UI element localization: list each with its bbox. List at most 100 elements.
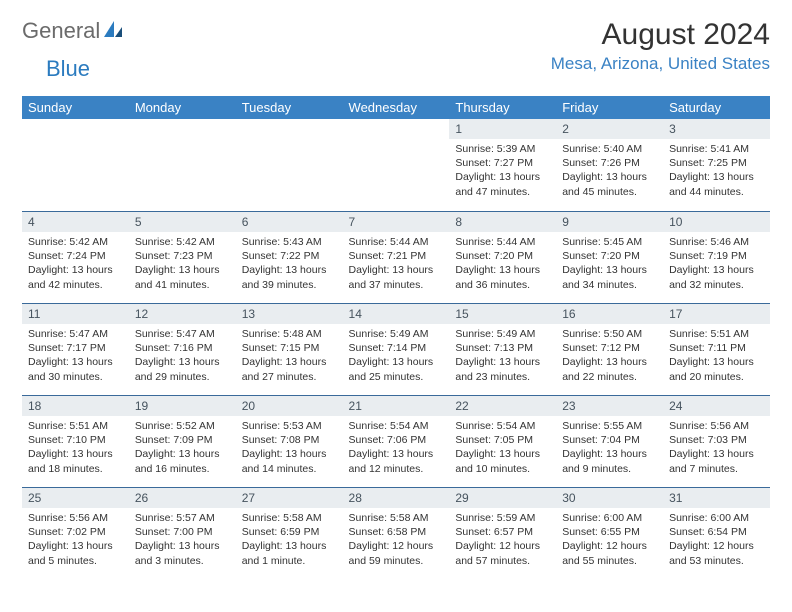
day-body: Sunrise: 5:52 AMSunset: 7:09 PMDaylight:… <box>129 416 236 481</box>
day-line-sr: Sunrise: 5:56 AM <box>28 511 123 525</box>
day-line-d1: Daylight: 13 hours <box>669 447 764 461</box>
day-line-d2: and 41 minutes. <box>135 278 230 292</box>
day-number: 13 <box>236 303 343 324</box>
day-line-d2: and 9 minutes. <box>562 462 657 476</box>
day-line-ss: Sunset: 7:16 PM <box>135 341 230 355</box>
day-line-ss: Sunset: 7:10 PM <box>28 433 123 447</box>
calendar-cell: 17Sunrise: 5:51 AMSunset: 7:11 PMDayligh… <box>663 303 770 395</box>
day-line-sr: Sunrise: 5:46 AM <box>669 235 764 249</box>
day-body: Sunrise: 5:44 AMSunset: 7:21 PMDaylight:… <box>343 232 450 297</box>
calendar-cell: 23Sunrise: 5:55 AMSunset: 7:04 PMDayligh… <box>556 395 663 487</box>
weekday-header: Sunday <box>22 96 129 119</box>
day-number: 15 <box>449 303 556 324</box>
day-number: 23 <box>556 395 663 416</box>
day-body: Sunrise: 6:00 AMSunset: 6:54 PMDaylight:… <box>663 508 770 573</box>
location: Mesa, Arizona, United States <box>551 54 770 74</box>
day-number: 31 <box>663 487 770 508</box>
day-number: 16 <box>556 303 663 324</box>
day-line-d2: and 22 minutes. <box>562 370 657 384</box>
day-line-d2: and 7 minutes. <box>669 462 764 476</box>
day-line-ss: Sunset: 7:25 PM <box>669 156 764 170</box>
calendar-cell: 12Sunrise: 5:47 AMSunset: 7:16 PMDayligh… <box>129 303 236 395</box>
day-number: 24 <box>663 395 770 416</box>
calendar-cell: 6Sunrise: 5:43 AMSunset: 7:22 PMDaylight… <box>236 211 343 303</box>
weekday-header: Friday <box>556 96 663 119</box>
day-body: Sunrise: 5:51 AMSunset: 7:11 PMDaylight:… <box>663 324 770 389</box>
day-line-d1: Daylight: 12 hours <box>562 539 657 553</box>
day-line-sr: Sunrise: 5:44 AM <box>455 235 550 249</box>
day-line-sr: Sunrise: 5:41 AM <box>669 142 764 156</box>
day-line-ss: Sunset: 7:02 PM <box>28 525 123 539</box>
day-number: 30 <box>556 487 663 508</box>
day-body: Sunrise: 5:55 AMSunset: 7:04 PMDaylight:… <box>556 416 663 481</box>
day-line-ss: Sunset: 7:09 PM <box>135 433 230 447</box>
day-line-sr: Sunrise: 5:39 AM <box>455 142 550 156</box>
day-body: Sunrise: 5:43 AMSunset: 7:22 PMDaylight:… <box>236 232 343 297</box>
day-line-d1: Daylight: 13 hours <box>349 447 444 461</box>
day-line-d1: Daylight: 12 hours <box>455 539 550 553</box>
day-line-ss: Sunset: 7:20 PM <box>455 249 550 263</box>
day-line-sr: Sunrise: 5:50 AM <box>562 327 657 341</box>
day-body: Sunrise: 5:47 AMSunset: 7:17 PMDaylight:… <box>22 324 129 389</box>
day-number: 7 <box>343 211 450 232</box>
day-line-d1: Daylight: 13 hours <box>562 355 657 369</box>
day-body: Sunrise: 5:44 AMSunset: 7:20 PMDaylight:… <box>449 232 556 297</box>
day-line-sr: Sunrise: 5:48 AM <box>242 327 337 341</box>
day-line-ss: Sunset: 7:11 PM <box>669 341 764 355</box>
day-line-ss: Sunset: 7:12 PM <box>562 341 657 355</box>
day-number: 2 <box>556 119 663 139</box>
day-body: Sunrise: 5:39 AMSunset: 7:27 PMDaylight:… <box>449 139 556 204</box>
day-line-d2: and 27 minutes. <box>242 370 337 384</box>
day-line-d1: Daylight: 13 hours <box>28 263 123 277</box>
day-line-sr: Sunrise: 5:54 AM <box>455 419 550 433</box>
day-line-d1: Daylight: 13 hours <box>455 355 550 369</box>
day-line-d2: and 16 minutes. <box>135 462 230 476</box>
day-body: Sunrise: 6:00 AMSunset: 6:55 PMDaylight:… <box>556 508 663 573</box>
calendar-cell <box>343 119 450 211</box>
day-line-d1: Daylight: 13 hours <box>349 355 444 369</box>
day-number: 28 <box>343 487 450 508</box>
day-number: 6 <box>236 211 343 232</box>
day-line-d2: and 39 minutes. <box>242 278 337 292</box>
day-line-d1: Daylight: 13 hours <box>135 263 230 277</box>
day-line-sr: Sunrise: 5:49 AM <box>349 327 444 341</box>
calendar-cell: 27Sunrise: 5:58 AMSunset: 6:59 PMDayligh… <box>236 487 343 579</box>
day-body: Sunrise: 5:42 AMSunset: 7:24 PMDaylight:… <box>22 232 129 297</box>
calendar-cell: 16Sunrise: 5:50 AMSunset: 7:12 PMDayligh… <box>556 303 663 395</box>
day-line-ss: Sunset: 7:15 PM <box>242 341 337 355</box>
day-line-sr: Sunrise: 5:58 AM <box>349 511 444 525</box>
day-number: 22 <box>449 395 556 416</box>
day-line-d2: and 25 minutes. <box>349 370 444 384</box>
day-line-d1: Daylight: 13 hours <box>135 355 230 369</box>
day-number: 3 <box>663 119 770 139</box>
calendar-cell: 26Sunrise: 5:57 AMSunset: 7:00 PMDayligh… <box>129 487 236 579</box>
day-line-ss: Sunset: 7:00 PM <box>135 525 230 539</box>
day-body: Sunrise: 5:57 AMSunset: 7:00 PMDaylight:… <box>129 508 236 573</box>
logo-text-blue: Blue <box>46 56 90 82</box>
day-number: 27 <box>236 487 343 508</box>
weekday-header: Saturday <box>663 96 770 119</box>
calendar-cell: 15Sunrise: 5:49 AMSunset: 7:13 PMDayligh… <box>449 303 556 395</box>
day-line-ss: Sunset: 7:26 PM <box>562 156 657 170</box>
day-line-d1: Daylight: 13 hours <box>562 447 657 461</box>
day-line-d2: and 18 minutes. <box>28 462 123 476</box>
day-line-sr: Sunrise: 5:47 AM <box>28 327 123 341</box>
day-body: Sunrise: 5:50 AMSunset: 7:12 PMDaylight:… <box>556 324 663 389</box>
day-number: 20 <box>236 395 343 416</box>
day-line-d2: and 42 minutes. <box>28 278 123 292</box>
day-body: Sunrise: 5:59 AMSunset: 6:57 PMDaylight:… <box>449 508 556 573</box>
day-line-d2: and 3 minutes. <box>135 554 230 568</box>
day-line-ss: Sunset: 6:54 PM <box>669 525 764 539</box>
logo-text-general: General <box>22 18 100 44</box>
calendar-cell: 2Sunrise: 5:40 AMSunset: 7:26 PMDaylight… <box>556 119 663 211</box>
title-block: August 2024 Mesa, Arizona, United States <box>551 18 770 74</box>
calendar-cell: 5Sunrise: 5:42 AMSunset: 7:23 PMDaylight… <box>129 211 236 303</box>
day-line-sr: Sunrise: 5:56 AM <box>669 419 764 433</box>
calendar-cell <box>22 119 129 211</box>
day-line-d2: and 20 minutes. <box>669 370 764 384</box>
day-line-ss: Sunset: 7:03 PM <box>669 433 764 447</box>
day-line-ss: Sunset: 7:22 PM <box>242 249 337 263</box>
day-line-ss: Sunset: 6:58 PM <box>349 525 444 539</box>
day-line-sr: Sunrise: 5:54 AM <box>349 419 444 433</box>
day-number: 21 <box>343 395 450 416</box>
